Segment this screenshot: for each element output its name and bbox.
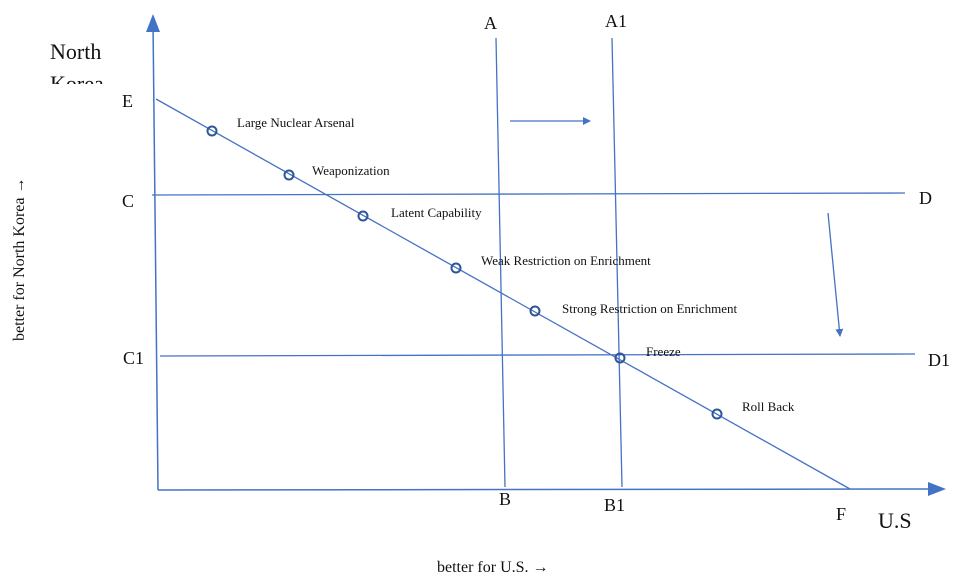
marker-weaponization xyxy=(283,169,295,181)
point-label-a1: A1 xyxy=(605,11,627,31)
outcome-label-weak-restriction: Weak Restriction on Enrichment xyxy=(481,253,651,268)
line-a1-b1 xyxy=(611,37,623,488)
line-a-b xyxy=(495,37,506,488)
outcome-label-strong-restriction: Strong Restriction on Enrichment xyxy=(562,301,738,316)
marker-weak-restriction xyxy=(450,262,462,274)
outcome-label-large-nuclear-arsenal: Large Nuclear Arsenal xyxy=(237,115,355,130)
point-label-f: F xyxy=(836,504,846,524)
point-label-d1: D1 xyxy=(928,350,950,370)
point-label-c: C xyxy=(122,191,134,211)
point-label-b1: B1 xyxy=(604,496,626,514)
marker-roll-back xyxy=(711,408,723,420)
outcome-label-freeze: Freeze xyxy=(646,344,681,359)
shift-down-arrow xyxy=(827,212,844,337)
y-axis-caption: better for North Korea → xyxy=(11,177,28,342)
point-label-b: B xyxy=(499,490,512,505)
y-axis-title: North Korea xyxy=(50,39,104,84)
outcome-label-weaponization: Weaponization xyxy=(312,163,390,178)
marker-latent-capability xyxy=(357,210,369,222)
outcome-label-roll-back: Roll Back xyxy=(742,399,795,414)
x-axis-title: U.S xyxy=(878,510,912,530)
outcome-label-latent-capability: Latent Capability xyxy=(391,205,482,220)
marker-large-nuclear-arsenal xyxy=(206,125,218,137)
x-axis-caption: better for U.S. → xyxy=(437,560,549,576)
outcome-markers xyxy=(206,125,723,420)
point-label-a: A xyxy=(484,13,497,33)
line-c1-d1 xyxy=(159,353,916,357)
point-label-e: E xyxy=(122,91,133,111)
line-c-d xyxy=(151,192,906,196)
y-axis-arrowhead xyxy=(146,14,160,32)
point-label-d: D xyxy=(919,188,932,208)
point-label-c1: C1 xyxy=(123,348,144,368)
x-axis-arrowhead xyxy=(928,482,946,496)
x-axis xyxy=(157,488,931,491)
marker-strong-restriction xyxy=(529,305,541,317)
point-labels: A A1 E C D C1 D1 F xyxy=(122,11,950,524)
marker-freeze xyxy=(614,352,626,364)
outcome-labels: Large Nuclear Arsenal Weaponization Late… xyxy=(237,115,795,414)
y-axis xyxy=(152,21,159,491)
line-e-f xyxy=(155,98,851,490)
